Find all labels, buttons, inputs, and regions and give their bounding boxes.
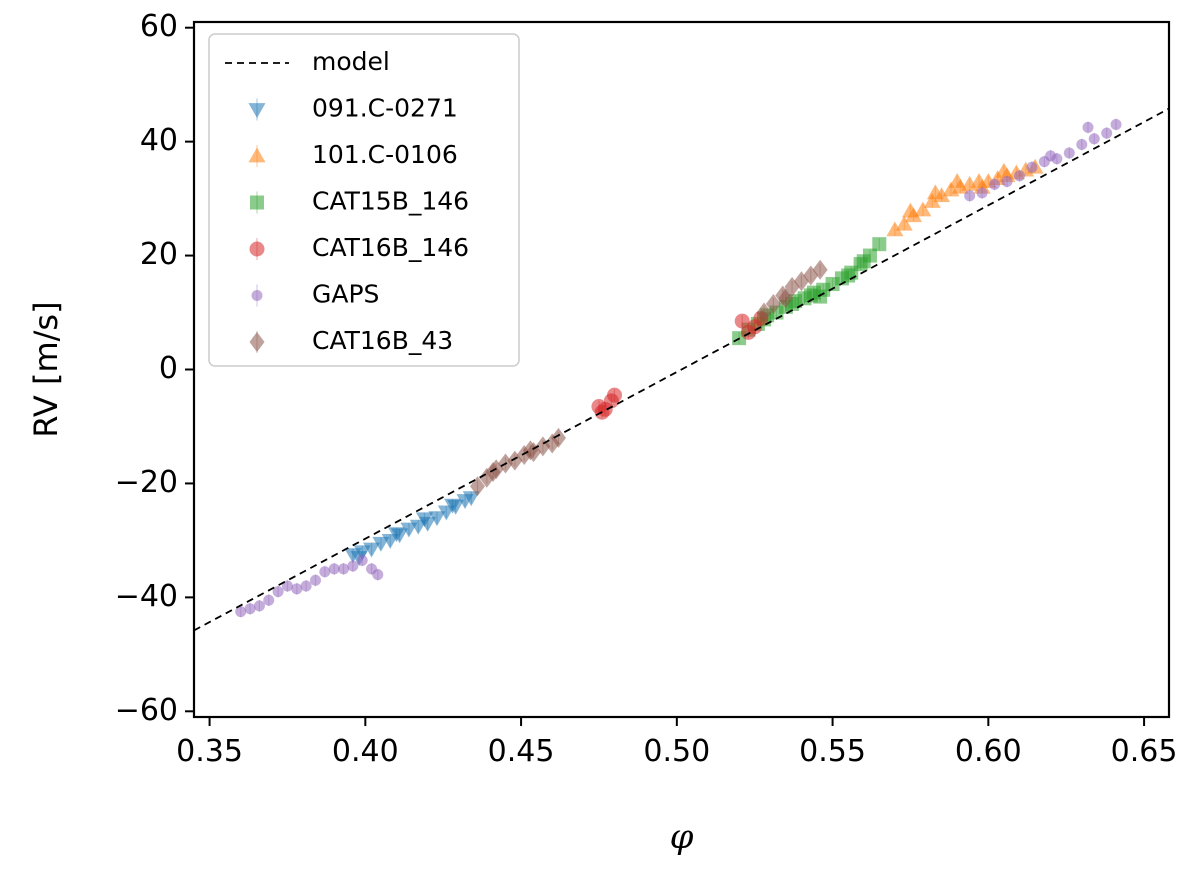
series-cat16b-146 [591, 310, 769, 420]
data-point [356, 554, 368, 566]
series-091-c-0271 [344, 491, 480, 566]
legend-label: CAT16B_146 [312, 233, 469, 262]
y-tick-label: 60 [140, 9, 178, 44]
x-tick-label: 0.60 [955, 734, 1022, 769]
x-tick-label: 0.40 [332, 734, 399, 769]
data-point [995, 162, 1013, 178]
y-tick-label: −60 [115, 693, 178, 728]
x-tick-label: 0.50 [643, 734, 710, 769]
legend-label: CAT15B_146 [312, 187, 469, 216]
data-point [1001, 176, 1013, 188]
legend-marker [249, 241, 265, 257]
data-point [1026, 161, 1038, 173]
data-point [989, 178, 1001, 190]
legend: model 091.C-0271 101.C-0106 CAT15B_146 CAT16… [208, 33, 520, 367]
data-point [372, 536, 390, 552]
data-point [964, 190, 976, 202]
x-axis-title: φ [670, 817, 694, 857]
y-tick-label: −20 [115, 465, 178, 500]
data-point [1088, 133, 1100, 145]
series-cat16b-43 [469, 259, 828, 497]
y-tick-label: 20 [140, 237, 178, 272]
data-point [778, 288, 794, 309]
data-point [387, 527, 405, 543]
data-point [328, 563, 340, 575]
data-point [1082, 121, 1094, 133]
data-point [319, 566, 331, 578]
data-point [444, 498, 462, 514]
data-point [272, 586, 284, 598]
legend-marker [248, 147, 266, 163]
data-point [309, 574, 321, 586]
data-point [347, 560, 359, 572]
data-point [734, 313, 750, 329]
x-tick-label: 0.55 [799, 734, 866, 769]
data-point [872, 237, 887, 252]
data-point [291, 583, 303, 595]
data-point [895, 215, 913, 231]
data-point [416, 512, 434, 528]
x-tick-label: 0.45 [488, 734, 555, 769]
legend-label: 091.C-0271 [312, 94, 458, 123]
legend-label: CAT16B_43 [312, 326, 453, 355]
legend-marker [251, 290, 263, 301]
legend-box [208, 33, 520, 367]
legend-marker [249, 332, 265, 352]
model-layer [193, 107, 1170, 632]
data-point [765, 293, 781, 314]
data-point [1013, 170, 1025, 182]
data-point [253, 600, 265, 612]
model-line [193, 107, 1170, 632]
data-point [1063, 147, 1075, 159]
y-tick-label: 40 [140, 123, 178, 158]
legend-label: GAPS [312, 280, 379, 309]
data-point [926, 184, 944, 200]
legend-label: 101.C-0106 [312, 140, 458, 169]
x-tick-label: 0.65 [1111, 734, 1178, 769]
data-point [1101, 127, 1113, 139]
data-point [235, 606, 247, 618]
data-point [901, 202, 919, 218]
data-point [607, 387, 623, 403]
data-point [522, 440, 538, 461]
legend-label: model [312, 47, 390, 76]
data-point [856, 254, 871, 269]
y-tick-label: −40 [115, 579, 178, 614]
data-point [976, 187, 988, 199]
data-point [803, 288, 818, 303]
y-tick-label: 0 [159, 351, 178, 386]
legend-marker [250, 195, 264, 210]
data-point [363, 542, 381, 558]
data-point [300, 580, 312, 592]
data-point [886, 221, 904, 237]
data-point [812, 259, 828, 280]
data-point [550, 427, 566, 448]
data-point [1110, 119, 1122, 131]
data-point [338, 563, 350, 575]
data-point [244, 603, 256, 615]
data-point [1045, 150, 1057, 162]
axes-layer: 0.35 0.40 0.45 0.50 0.55 0.60 0.65 −60 −40 −20 0 20… [115, 9, 1178, 769]
x-tick-label: 0.35 [176, 734, 243, 769]
data-point [372, 569, 384, 581]
data-point [485, 462, 501, 483]
data-point [948, 173, 966, 188]
data-point [428, 511, 446, 527]
data-point [263, 594, 275, 606]
data-point [914, 201, 932, 217]
data-point [400, 522, 418, 538]
data-point [841, 268, 856, 283]
series-gaps [235, 118, 1122, 618]
y-axis-title: RV [m/s] [27, 301, 65, 437]
data-point [756, 302, 772, 323]
data-point [1076, 138, 1088, 150]
legend-marker [248, 103, 266, 118]
data-point [462, 491, 480, 507]
data-point [281, 580, 293, 592]
data-point [923, 192, 941, 208]
